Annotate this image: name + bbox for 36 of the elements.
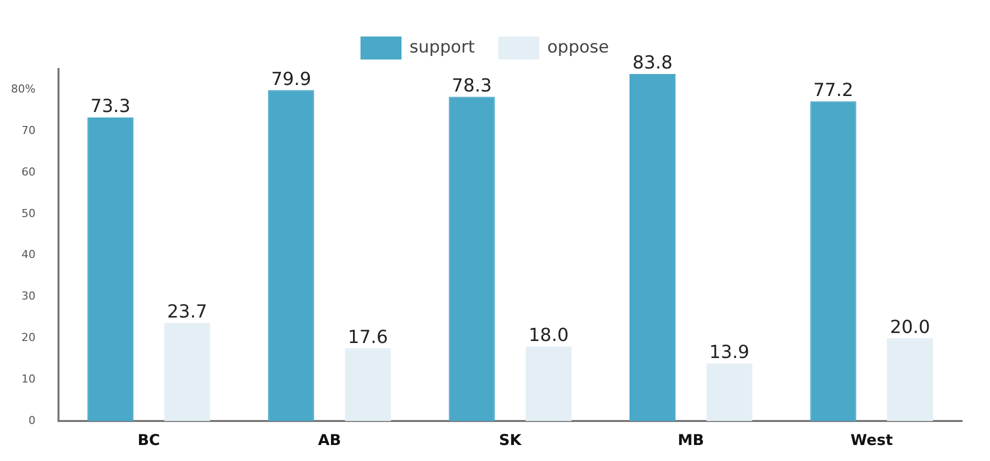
bar (706, 363, 752, 421)
bar (87, 117, 134, 421)
text: 13.9 (709, 342, 750, 364)
y-tick-label: 50 (21, 206, 36, 220)
x-tick-label: AB (318, 430, 342, 449)
y-tick-label: 30 (21, 290, 36, 303)
y-tick-label: 10 (21, 372, 36, 386)
bar (268, 90, 314, 421)
text: 77.2 (813, 80, 854, 101)
x-tick-label: West (850, 430, 893, 449)
y-tick-label: 20 (21, 331, 36, 344)
bar (344, 348, 391, 421)
text: 73.3 (90, 96, 130, 118)
bar (164, 322, 210, 421)
text: 18.0 (528, 325, 569, 346)
bar (887, 338, 934, 421)
legend-label: support (410, 37, 476, 58)
x-tick-label: MB (678, 430, 704, 449)
bar (448, 96, 495, 421)
y-tick-label: 0 (28, 414, 36, 427)
x-tick-label: SK (499, 430, 523, 449)
bar (629, 74, 676, 421)
y-tick-label: 70 (21, 124, 36, 137)
x-tick-label: BC (138, 430, 160, 449)
bar (810, 101, 856, 421)
y-tick-label: 40 (21, 248, 36, 262)
legend-label: oppose (547, 37, 609, 58)
y-tick-label: 80% (10, 82, 36, 96)
text: 23.7 (167, 302, 208, 323)
bar (526, 346, 572, 421)
y-tick-label: 60 (21, 165, 36, 178)
text: 79.9 (271, 68, 312, 90)
text: 83.8 (632, 52, 673, 74)
text: 78.3 (452, 75, 492, 96)
text: 17.6 (348, 326, 388, 348)
text: 20.0 (890, 316, 930, 338)
